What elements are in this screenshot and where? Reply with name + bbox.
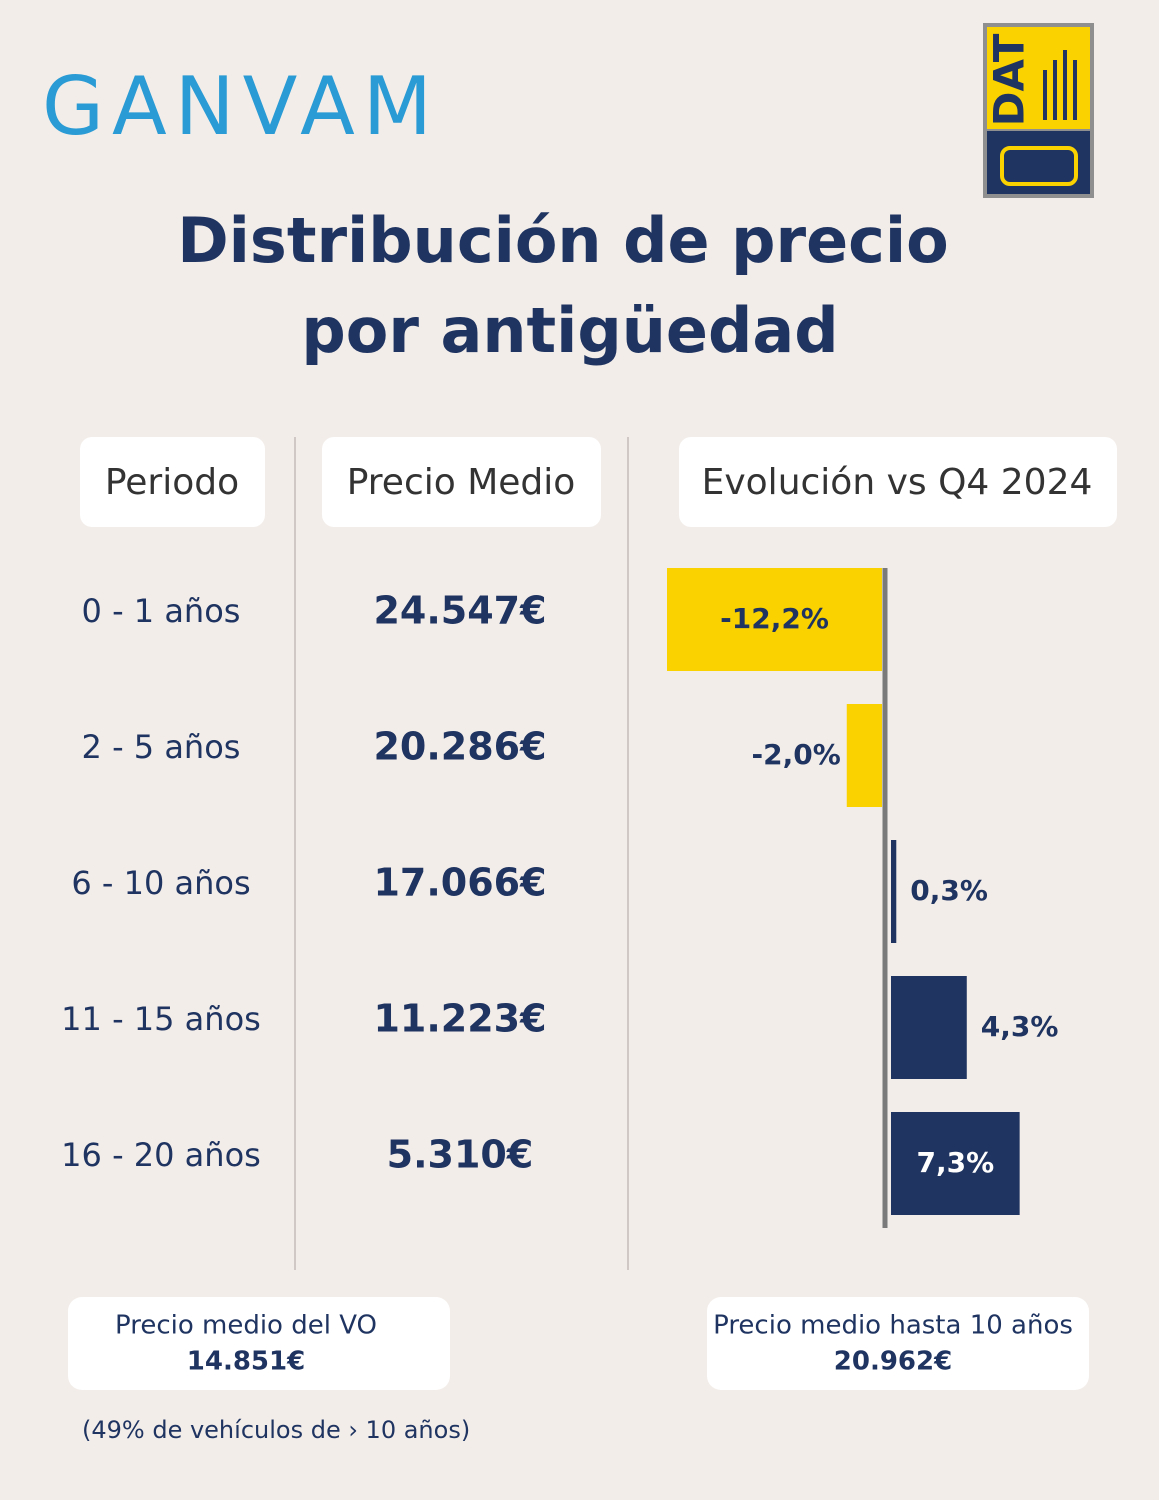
footer-label: Precio medio del VO xyxy=(115,1311,377,1341)
bar xyxy=(667,568,882,671)
rows: 0 - 1 años 24.547€ -12,2% 2 - 5 años 20.286€… xyxy=(61,568,1058,1215)
footer-label: Precio medio hasta 10 años xyxy=(713,1311,1073,1341)
column-header: Evolución vs Q4 2024 xyxy=(702,462,1093,503)
period-label: 0 - 1 años xyxy=(82,592,241,630)
value-label: 0,3% xyxy=(910,874,988,907)
value-label: 7,3% xyxy=(916,1146,994,1179)
value-label: -12,2% xyxy=(720,602,829,635)
header-box xyxy=(322,437,601,527)
bar xyxy=(891,840,897,943)
bar xyxy=(891,976,967,1079)
dat-hand xyxy=(1043,50,1077,120)
header-box xyxy=(80,437,265,527)
price: 11.223€ xyxy=(373,997,546,1041)
column-header: Precio Medio xyxy=(347,462,576,503)
period-label: 6 - 10 años xyxy=(71,864,250,902)
value-label: -2,0% xyxy=(751,738,840,771)
dat-car xyxy=(1000,146,1078,186)
column-header: Periodo xyxy=(105,462,239,503)
footer-value: 14.851€ xyxy=(187,1347,305,1377)
bar xyxy=(891,1112,1020,1215)
header-box xyxy=(679,437,1117,527)
price: 5.310€ xyxy=(387,1133,534,1177)
bar xyxy=(846,704,882,807)
title-line: por antigüedad xyxy=(301,294,838,367)
footer-value: 20.962€ xyxy=(834,1347,952,1377)
period-label: 16 - 20 años xyxy=(61,1136,261,1174)
dat-top xyxy=(987,27,1090,129)
value-label: 4,3% xyxy=(981,1010,1059,1043)
period-label: 2 - 5 años xyxy=(82,728,241,766)
dat-text: DAT xyxy=(985,33,1034,126)
period-label: 11 - 15 años xyxy=(61,1000,261,1038)
title-line: Distribución de precio xyxy=(177,204,949,277)
price: 24.547€ xyxy=(373,589,546,633)
dat-logo: DAT xyxy=(983,23,1094,198)
price: 17.066€ xyxy=(373,861,546,905)
footer-box xyxy=(68,1297,450,1390)
footnote: (49% de vehículos de › 10 años) xyxy=(82,1416,470,1444)
ganvam-logo: GANVAM xyxy=(42,60,440,153)
price: 20.286€ xyxy=(373,725,546,769)
footer-box xyxy=(707,1297,1089,1390)
